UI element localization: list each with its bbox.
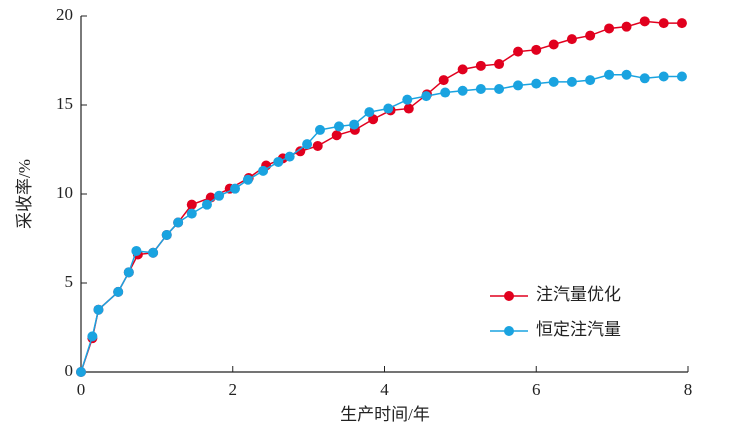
point — [186, 199, 197, 210]
point — [604, 69, 615, 80]
point — [87, 331, 98, 342]
point — [312, 140, 323, 151]
point — [475, 60, 486, 71]
point — [349, 119, 360, 130]
point — [676, 18, 687, 29]
point — [315, 124, 326, 135]
x-tick-label: 6 — [532, 380, 541, 399]
point — [548, 76, 559, 87]
point — [173, 217, 184, 228]
point — [585, 75, 596, 86]
point — [438, 75, 449, 86]
point — [513, 46, 524, 57]
legend-marker — [504, 291, 514, 301]
point — [131, 245, 142, 256]
point — [585, 30, 596, 41]
point — [639, 16, 650, 27]
x-tick-label: 4 — [380, 380, 389, 399]
point — [230, 183, 241, 194]
point — [566, 34, 577, 45]
point — [402, 94, 413, 105]
point — [621, 69, 632, 80]
legend-label: 注汽量优化 — [536, 285, 621, 304]
y-tick-label: 15 — [56, 94, 73, 113]
y-tick-label: 10 — [56, 183, 73, 202]
y-tick-label: 0 — [65, 361, 74, 380]
point — [284, 151, 295, 162]
x-tick-label: 2 — [229, 380, 238, 399]
point — [676, 71, 687, 82]
point — [513, 80, 524, 91]
point — [161, 229, 172, 240]
legend-label: 恒定注汽量 — [536, 320, 621, 339]
point — [242, 174, 253, 185]
point — [494, 59, 505, 70]
point — [403, 103, 414, 114]
point — [302, 139, 313, 150]
x-tick-label: 8 — [684, 380, 693, 399]
x-tick-label: 0 — [77, 380, 86, 399]
point — [531, 78, 542, 89]
point — [658, 18, 669, 29]
point — [383, 103, 394, 114]
y-tick-label: 5 — [65, 272, 74, 291]
point — [457, 64, 468, 75]
legend-marker — [504, 326, 514, 336]
point — [93, 304, 104, 315]
y-axis-label: 采收率/% — [15, 159, 34, 229]
point — [440, 87, 451, 98]
point — [273, 156, 284, 167]
y-tick-label: 20 — [56, 5, 73, 24]
point — [658, 71, 669, 82]
point — [475, 83, 486, 94]
point — [494, 83, 505, 94]
point — [531, 44, 542, 55]
point — [214, 190, 225, 201]
point — [604, 23, 615, 34]
point — [566, 76, 577, 87]
point — [421, 91, 432, 102]
point — [113, 286, 124, 297]
point — [76, 367, 86, 377]
point — [123, 267, 134, 278]
point — [258, 165, 269, 176]
x-axis-label: 生产时间/年 — [340, 405, 430, 424]
point — [621, 21, 632, 32]
point — [295, 146, 306, 157]
point — [639, 73, 650, 84]
point — [201, 199, 212, 210]
point — [457, 85, 468, 96]
point — [364, 107, 375, 118]
point — [333, 121, 344, 132]
point — [331, 130, 342, 141]
point — [186, 208, 197, 219]
point — [148, 247, 159, 258]
point — [548, 39, 559, 50]
